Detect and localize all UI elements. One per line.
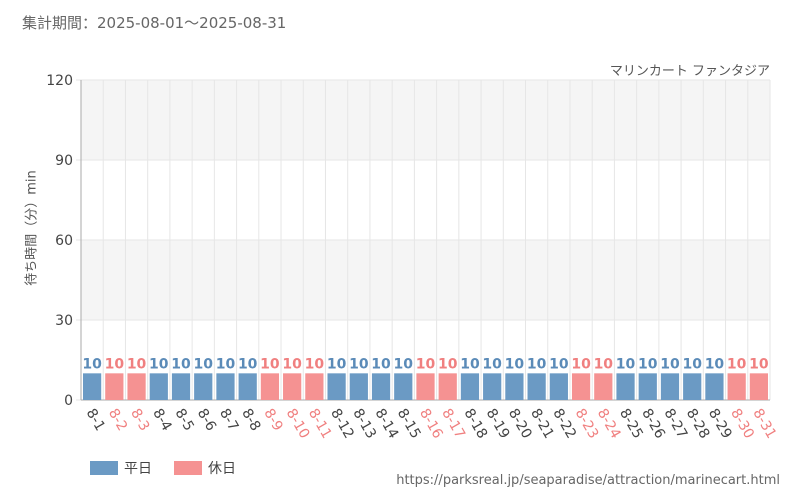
bar xyxy=(527,373,546,400)
y-tick-label: 0 xyxy=(64,393,73,409)
bar-value-label: 10 xyxy=(149,356,169,372)
legend-swatch-holiday xyxy=(174,461,202,475)
legend: 平日 休日 xyxy=(90,458,258,478)
bar-value-label: 10 xyxy=(505,356,525,372)
bar xyxy=(260,373,280,400)
bar-value-label: 10 xyxy=(171,356,191,372)
x-tick-label: 8-7 xyxy=(216,406,241,434)
bar xyxy=(194,373,213,400)
y-tick-label: 90 xyxy=(55,153,73,169)
bar xyxy=(216,373,235,400)
grid-band xyxy=(81,240,770,320)
bar-value-label: 10 xyxy=(638,356,658,372)
bar-value-label: 10 xyxy=(660,356,680,372)
bar-value-label: 10 xyxy=(594,356,614,372)
bar-value-label: 10 xyxy=(549,356,569,372)
bar xyxy=(149,373,168,400)
bar-value-label: 10 xyxy=(193,356,213,372)
bar-value-label: 10 xyxy=(438,356,458,372)
bar xyxy=(638,373,657,400)
x-tick-label: 8-9 xyxy=(260,406,285,434)
x-tick-label: 8-4 xyxy=(149,406,174,434)
bar xyxy=(349,373,368,400)
bar-value-label: 10 xyxy=(327,356,347,372)
bar-value-label: 10 xyxy=(460,356,480,372)
source-url: https://parksreal.jp/seaparadise/attract… xyxy=(396,473,780,488)
bar-value-label: 10 xyxy=(282,356,302,372)
bar-value-label: 10 xyxy=(127,356,147,372)
legend-item-holiday[interactable]: 休日 xyxy=(174,458,236,478)
bar xyxy=(127,373,146,400)
period-label: 集計期間：2025-08-01～2025-08-31 xyxy=(22,14,287,32)
legend-swatch-weekday xyxy=(90,461,118,475)
attraction-name: マリンカート ファンタジア xyxy=(609,64,770,79)
bar xyxy=(171,373,191,400)
legend-item-weekday[interactable]: 平日 xyxy=(90,458,152,478)
x-tick-label: 8-6 xyxy=(194,406,219,434)
bar xyxy=(660,373,680,400)
bar xyxy=(327,373,346,400)
bar-value-label: 10 xyxy=(305,356,325,372)
y-tick-label: 30 xyxy=(55,313,73,329)
bar-value-label: 10 xyxy=(371,356,391,372)
bar xyxy=(505,373,524,400)
bar xyxy=(571,373,591,400)
bar xyxy=(416,373,435,400)
bar-value-label: 10 xyxy=(527,356,547,372)
bar xyxy=(238,373,257,400)
x-tick-label: 8-31 xyxy=(749,406,779,442)
bar xyxy=(305,373,324,400)
bar-value-label: 10 xyxy=(349,356,369,372)
x-tick-label: 8-8 xyxy=(238,406,263,434)
bar-value-label: 10 xyxy=(705,356,725,372)
bar-value-label: 10 xyxy=(682,356,702,372)
bar xyxy=(283,373,302,400)
bar xyxy=(549,373,568,400)
x-tick-label: 8-5 xyxy=(172,406,197,434)
bar xyxy=(438,373,457,400)
bar-value-label: 10 xyxy=(616,356,636,372)
bar-value-label: 10 xyxy=(571,356,591,372)
bar xyxy=(483,373,502,400)
bar xyxy=(105,373,124,400)
legend-label-holiday: 休日 xyxy=(208,461,236,477)
bar-value-label: 10 xyxy=(216,356,236,372)
bar xyxy=(705,373,724,400)
bar-value-label: 10 xyxy=(260,356,280,372)
bar-value-label: 10 xyxy=(416,356,436,372)
bar xyxy=(594,373,613,400)
legend-label-weekday: 平日 xyxy=(124,461,152,477)
bar xyxy=(83,373,102,400)
bar xyxy=(683,373,702,400)
x-tick-label: 8-3 xyxy=(127,406,152,434)
y-tick-label: 120 xyxy=(46,73,73,89)
bar xyxy=(727,373,746,400)
bar xyxy=(371,373,391,400)
bar-value-label: 10 xyxy=(749,356,769,372)
bar-value-label: 10 xyxy=(394,356,414,372)
bar-value-label: 10 xyxy=(105,356,125,372)
bar xyxy=(749,373,768,400)
bar-value-label: 10 xyxy=(482,356,502,372)
bar-value-label: 10 xyxy=(82,356,102,372)
y-tick-label: 60 xyxy=(55,233,73,249)
grid-band xyxy=(81,80,770,160)
bar xyxy=(394,373,413,400)
bar xyxy=(616,373,635,400)
bar-value-label: 10 xyxy=(238,356,258,372)
bar xyxy=(460,373,480,400)
x-tick-label: 8-1 xyxy=(83,406,108,434)
x-tick-label: 8-2 xyxy=(105,406,130,434)
bar-value-label: 10 xyxy=(727,356,747,372)
